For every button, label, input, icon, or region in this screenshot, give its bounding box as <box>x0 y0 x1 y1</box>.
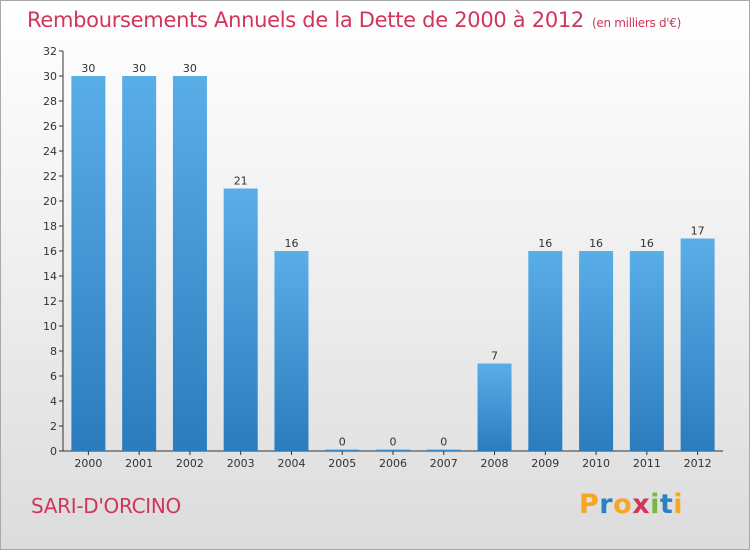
data-label: 7 <box>491 350 498 363</box>
x-tick-label: 2004 <box>277 457 305 470</box>
y-tick-label: 0 <box>50 445 57 458</box>
bar <box>579 251 614 451</box>
data-label: 0 <box>390 436 397 449</box>
y-tick-label: 8 <box>50 345 57 358</box>
data-label: 30 <box>132 62 146 75</box>
x-tick-label: 2011 <box>633 457 661 470</box>
x-tick-label: 2001 <box>125 457 153 470</box>
town-name: SARI-D'ORCINO <box>31 494 181 518</box>
chart-title: Remboursements Annuels de la Dette de 20… <box>27 8 681 32</box>
x-tick-label: 2005 <box>328 457 356 470</box>
y-tick-label: 4 <box>50 395 57 408</box>
data-label: 0 <box>440 436 447 449</box>
chart-title-text: Remboursements Annuels de la Dette de 20… <box>27 8 584 32</box>
bars: 30 30 30 21 16 0 0 0 7 16 16 16 17 <box>71 62 715 451</box>
bar <box>629 251 664 451</box>
bar <box>477 363 512 451</box>
logo-letter: i <box>650 489 660 520</box>
y-tick-label: 6 <box>50 370 57 383</box>
bar <box>172 76 207 451</box>
x-tick-label: 2000 <box>74 457 102 470</box>
x-tick-label: 2006 <box>379 457 407 470</box>
bar <box>528 251 563 451</box>
data-label: 16 <box>640 237 654 250</box>
bar <box>223 188 258 451</box>
logo-letter: x <box>632 489 651 520</box>
x-tick-label: 2003 <box>227 457 255 470</box>
y-tick-label: 26 <box>43 120 57 133</box>
data-label: 21 <box>234 175 248 188</box>
logo-letter: i <box>673 489 684 520</box>
chart-unit: (en milliers d'€) <box>592 16 682 30</box>
y-tick-label: 30 <box>43 70 57 83</box>
y-tick-label: 14 <box>43 270 57 283</box>
x-tick-label: 2009 <box>531 457 559 470</box>
logo-letter: t <box>659 489 674 520</box>
bar <box>71 76 106 451</box>
y-tick-label: 20 <box>43 195 57 208</box>
y-tick-label: 28 <box>43 95 57 108</box>
proxiti-logo: Proxiti <box>579 489 683 520</box>
y-tick-label: 18 <box>43 220 57 233</box>
x-tick-label: 2010 <box>582 457 610 470</box>
logo-letter: r <box>599 489 614 520</box>
data-label: 16 <box>284 237 298 250</box>
bar <box>122 76 157 451</box>
y-tick-label: 24 <box>43 145 57 158</box>
x-tick-label: 2002 <box>176 457 204 470</box>
logo-letter: o <box>613 489 633 520</box>
data-label: 30 <box>183 62 197 75</box>
x-tick-label: 2008 <box>481 457 509 470</box>
bar <box>376 449 410 451</box>
data-label: 30 <box>81 62 95 75</box>
y-tick-label: 12 <box>43 295 57 308</box>
x-tick-label: 2012 <box>684 457 712 470</box>
y-tick-label: 2 <box>50 420 57 433</box>
data-label: 0 <box>339 436 346 449</box>
y-tick-label: 16 <box>43 245 57 258</box>
bar <box>680 238 715 451</box>
data-label: 16 <box>589 237 603 250</box>
bar <box>325 449 360 451</box>
data-label: 16 <box>538 237 552 250</box>
bar <box>274 251 309 451</box>
bar <box>426 449 461 451</box>
data-label: 17 <box>691 225 705 238</box>
x-axis: 2000 2001 2002 2003 2004 2005 2006 2007 2008 2009… <box>63 450 723 470</box>
logo-letter: P <box>579 489 600 520</box>
x-tick-label: 2007 <box>430 457 458 470</box>
y-tick-label: 32 <box>43 45 57 58</box>
y-tick-label: 10 <box>43 320 57 333</box>
y-tick-label: 22 <box>43 170 57 183</box>
